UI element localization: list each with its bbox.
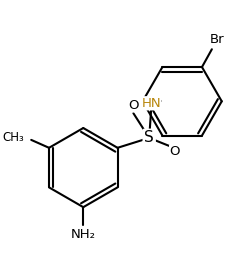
Text: S: S [144,130,154,145]
Text: O: O [128,99,139,112]
Text: NH₂: NH₂ [71,228,96,241]
Text: CH₃: CH₃ [3,132,24,144]
Text: O: O [170,145,180,158]
Text: HN: HN [141,97,161,110]
Text: Br: Br [210,33,224,46]
